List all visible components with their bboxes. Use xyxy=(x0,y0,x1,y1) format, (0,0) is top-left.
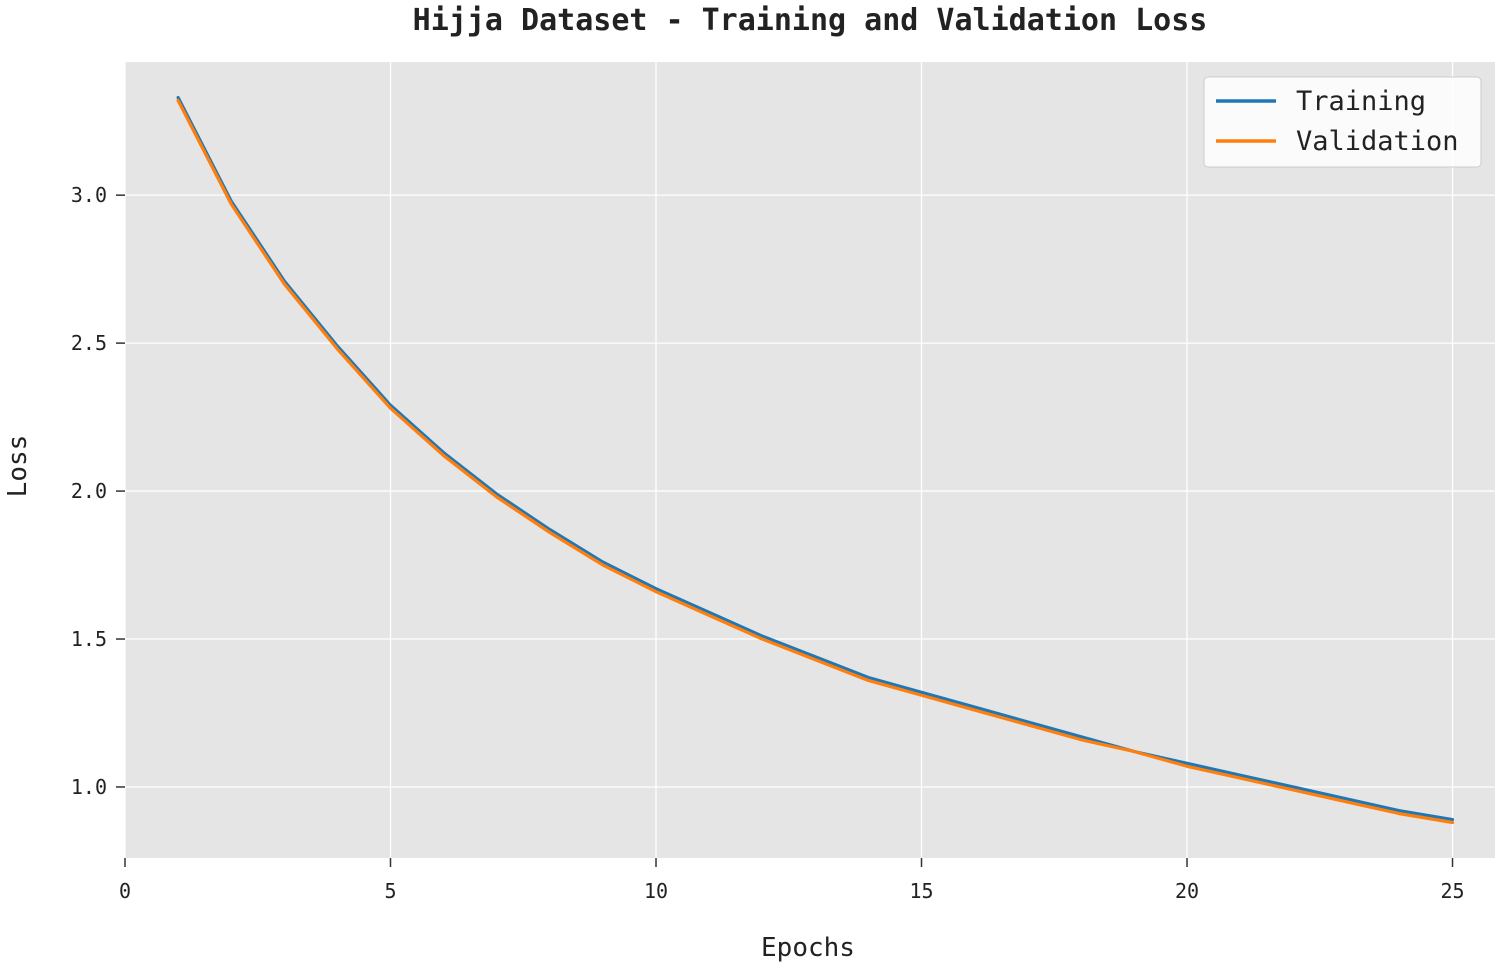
legend: Training Validation xyxy=(1203,76,1482,168)
chart-title: Hijja Dataset - Training and Validation … xyxy=(413,3,1208,38)
x-tick-label: 15 xyxy=(909,879,933,903)
series-lines xyxy=(176,95,1455,825)
series-line-training xyxy=(176,95,1455,822)
x-tick-label: 20 xyxy=(1175,879,1199,903)
y-tick-label: 2.5 xyxy=(71,331,107,355)
x-axis-label: Epochs xyxy=(761,933,855,963)
series-line-validation xyxy=(176,98,1455,825)
x-tick-label: 10 xyxy=(644,879,668,903)
y-tick-label: 2.0 xyxy=(71,479,107,503)
legend-label-training: Training xyxy=(1296,86,1426,117)
grid-lines xyxy=(124,62,1495,858)
legend-label-validation: Validation xyxy=(1296,126,1459,157)
plot-area xyxy=(125,62,1495,858)
x-tick-label: 25 xyxy=(1440,879,1464,903)
y-axis-label: Loss xyxy=(3,435,33,498)
x-tick-label: 0 xyxy=(119,879,131,903)
y-tick-label: 3.0 xyxy=(71,183,107,207)
axis-ticks: 0 5 10 15 20 25 1.0 1.5 2.0 2.5 3.0 xyxy=(71,183,1465,903)
y-tick-label: 1.0 xyxy=(71,775,107,799)
y-tick-label: 1.5 xyxy=(71,627,107,651)
x-tick-label: 5 xyxy=(384,879,396,903)
